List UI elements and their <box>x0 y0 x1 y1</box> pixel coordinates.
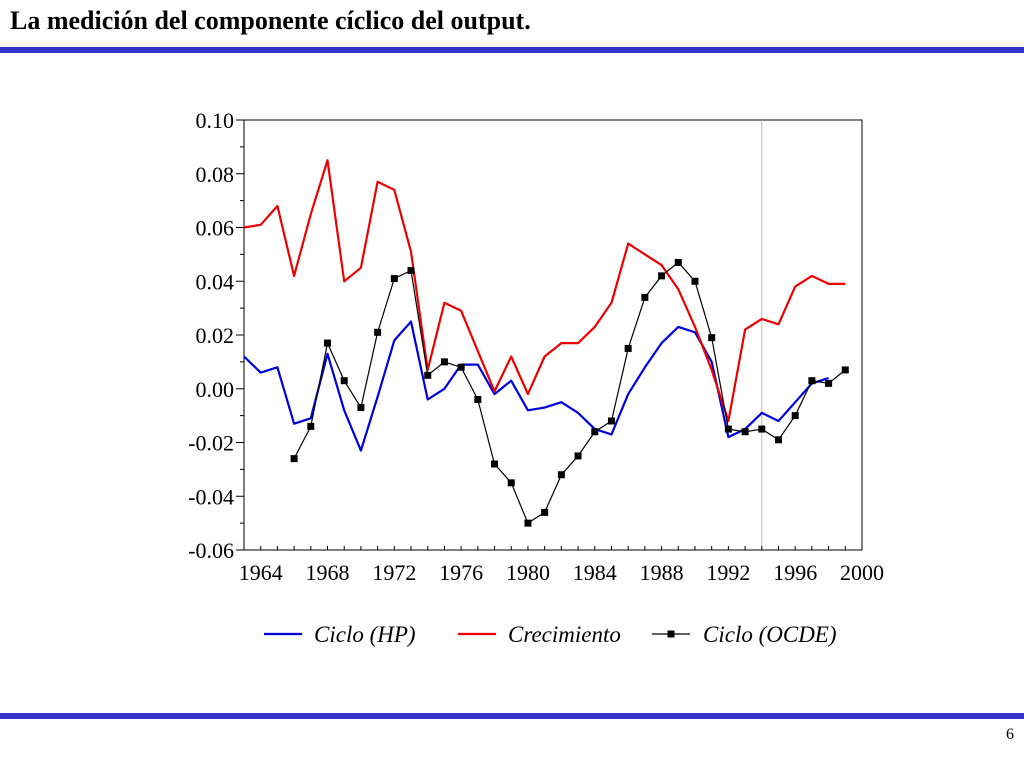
y-tick-label: 0.06 <box>196 216 235 241</box>
x-tick-label: 2000 <box>840 560 884 585</box>
data-point <box>340 377 348 385</box>
series-ciclo-ocde <box>290 258 849 527</box>
data-point <box>624 344 632 352</box>
x-tick-label: 1992 <box>706 560 750 585</box>
x-tick-label: 1984 <box>573 560 617 585</box>
series-line <box>293 261 846 524</box>
legend-label: Crecimiento <box>508 622 621 647</box>
line-chart: -0.06-0.04-0.020.000.020.040.060.080.10 … <box>188 108 884 647</box>
data-point <box>541 508 549 516</box>
x-tick-label: 1968 <box>306 560 350 585</box>
data-point <box>591 428 599 436</box>
top-rule <box>0 47 1024 53</box>
series-crecimiento <box>243 159 846 423</box>
series-line <box>243 159 846 423</box>
data-point <box>774 436 782 444</box>
x-tick-label: 1972 <box>372 560 416 585</box>
slide-title: La medición del componente cíclico del o… <box>10 6 531 35</box>
data-point <box>574 452 582 460</box>
data-point <box>307 422 315 430</box>
series-line <box>243 320 829 452</box>
data-point <box>290 455 298 463</box>
data-point <box>691 277 699 285</box>
data-point <box>641 293 649 301</box>
data-point <box>724 425 732 433</box>
x-tick-label: 1988 <box>640 560 684 585</box>
legend-marker <box>667 630 675 638</box>
plot-frame <box>243 119 863 551</box>
data-point <box>791 412 799 420</box>
x-tick-label: 1980 <box>506 560 550 585</box>
legend-item: Ciclo (OCDE) <box>652 622 837 647</box>
data-point <box>357 404 365 412</box>
y-tick-label: -0.06 <box>188 538 234 563</box>
data-point <box>825 379 833 387</box>
data-point <box>658 272 666 280</box>
data-point <box>440 358 448 366</box>
series-layer <box>243 159 849 527</box>
data-point <box>390 275 398 283</box>
x-tick-label: 1976 <box>439 560 483 585</box>
data-point <box>758 425 766 433</box>
y-axis: -0.06 -0.04 -0.02 0.00 0.02 0.04 0.06 0.08 0.10 <box>188 108 244 563</box>
data-point <box>457 363 465 371</box>
legend-label: Ciclo (HP) <box>314 622 416 647</box>
data-point <box>491 460 499 468</box>
data-point <box>424 371 432 379</box>
data-point <box>841 366 849 374</box>
x-axis: 1964 1968 1972 1976 1980 1984 1988 1992 1996 2000 <box>239 546 884 585</box>
legend: Ciclo (HP) Crecimiento Ciclo (OCDE) <box>264 622 837 647</box>
data-point <box>741 428 749 436</box>
legend-item: Ciclo (HP) <box>264 622 416 647</box>
data-point <box>324 339 332 347</box>
series-ciclo-hp <box>243 320 829 452</box>
x-tick-label: 1996 <box>773 560 817 585</box>
data-point <box>708 334 716 342</box>
y-tick-label: 0.08 <box>196 162 235 187</box>
bottom-rule <box>0 713 1024 719</box>
data-point <box>507 479 515 487</box>
y-tick-label: 0.02 <box>196 323 235 348</box>
plot-border <box>243 119 863 551</box>
y-tick-label: -0.02 <box>188 431 234 456</box>
y-tick-label: 0.00 <box>196 377 235 402</box>
y-tick-label: -0.04 <box>188 484 234 509</box>
x-tick-label: 1964 <box>239 560 283 585</box>
data-point <box>374 328 382 336</box>
legend-item: Crecimiento <box>458 622 621 647</box>
data-point <box>607 417 615 425</box>
data-point <box>474 396 482 403</box>
data-point <box>524 519 532 527</box>
y-tick-label: 0.04 <box>196 269 235 294</box>
data-point <box>808 377 816 385</box>
page-number: 6 <box>1006 726 1014 743</box>
data-point <box>674 258 682 266</box>
data-point <box>557 471 565 479</box>
data-point <box>407 267 415 274</box>
y-tick-label: 0.10 <box>196 108 235 133</box>
legend-label: Ciclo (OCDE) <box>703 622 837 647</box>
